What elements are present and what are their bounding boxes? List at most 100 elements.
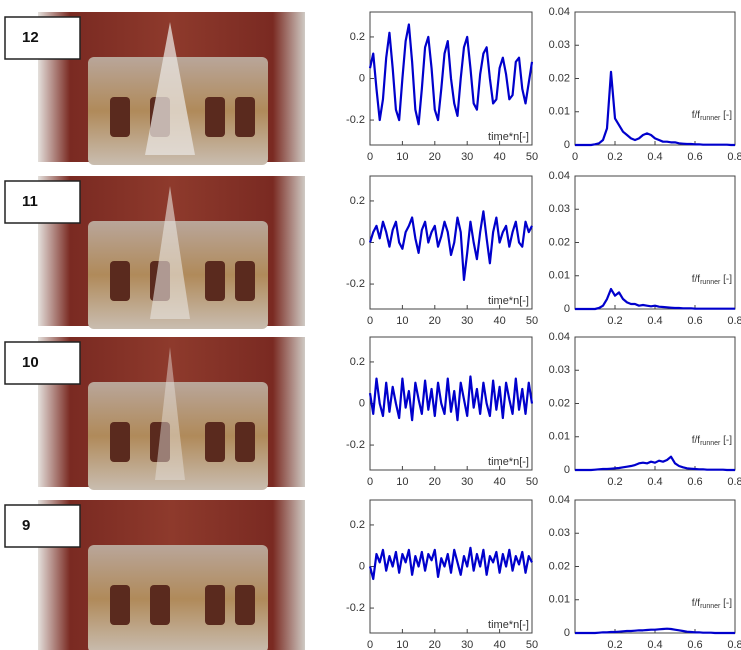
x-tick-label: 30 [461, 315, 473, 327]
x-tick-label: 0.6 [687, 151, 702, 163]
photo-detail [235, 97, 255, 137]
x-tick-label: 0.2 [607, 476, 622, 488]
photo-detail [235, 422, 255, 462]
photo-detail [150, 422, 170, 462]
x-tick-label: 50 [526, 151, 538, 163]
y-tick-label: 0.01 [549, 594, 570, 606]
x-axis-label: time*n[-] [488, 131, 529, 143]
x-axis-label: f/frunner [-] [692, 435, 732, 447]
x-axis-label-main: f/f [692, 274, 701, 285]
x-axis-label-main: f/f [692, 110, 701, 121]
data-line [575, 70, 735, 147]
x-axis-label: time*n[-] [488, 619, 529, 631]
x-tick-label: 0.4 [647, 315, 662, 327]
x-axis-label-sub: runner [700, 440, 721, 447]
x-axis-label-sub: runner [700, 603, 721, 610]
axes-box [574, 11, 736, 146]
y-tick-label: 0.04 [549, 170, 570, 182]
x-axis-label-tail: [-] [720, 598, 732, 609]
x-axis-label: f/frunner [-] [692, 598, 732, 610]
x-tick-label: 0.8 [727, 151, 741, 163]
photo-label: 11 [22, 193, 38, 210]
x-tick-label: 20 [429, 151, 441, 163]
y-tick-label: 0.01 [549, 106, 570, 118]
y-tick-label: 0.03 [549, 203, 570, 215]
y-tick-label: 0.01 [549, 270, 570, 282]
x-tick-label: 0.2 [607, 151, 622, 163]
photo-detail [235, 585, 255, 625]
x-tick-label: 10 [396, 476, 408, 488]
x-tick-label: 0 [367, 476, 373, 488]
y-tick-label: 0.04 [549, 331, 570, 343]
x-tick-label: 10 [396, 639, 408, 650]
x-axis-label: time*n[-] [488, 295, 529, 307]
x-axis-label: time*n[-] [488, 456, 529, 468]
photo-label-box [4, 180, 81, 224]
x-tick-label: 0 [572, 151, 578, 163]
y-tick-label: 0.02 [549, 236, 570, 248]
data-line [575, 627, 735, 635]
x-tick-label: 0.8 [727, 476, 741, 488]
photo-detail [205, 422, 225, 462]
x-tick-label: 0.4 [647, 639, 662, 650]
x-axis-label-main: f/f [692, 598, 701, 609]
photo-detail [150, 585, 170, 625]
axes-box [574, 499, 736, 634]
x-axis-label-sub: runner [700, 115, 721, 122]
x-tick-label: 0.6 [687, 639, 702, 650]
x-tick-label: 0.2 [607, 315, 622, 327]
y-tick-label: 0.04 [549, 6, 570, 18]
y-tick-label: 0.02 [549, 397, 570, 409]
y-tick-label: 0 [359, 236, 365, 248]
y-tick-label: 0.02 [549, 72, 570, 84]
x-tick-label: 40 [493, 476, 505, 488]
x-tick-label: 20 [429, 315, 441, 327]
x-axis-label-main: f/f [692, 435, 701, 446]
y-tick-label: -0.2 [346, 602, 365, 614]
photo [38, 500, 305, 650]
photo-label: 9 [22, 517, 30, 534]
y-tick-label: 0.2 [350, 31, 365, 43]
x-tick-label: 0 [367, 315, 373, 327]
axes-box [369, 175, 533, 310]
photo-detail [110, 97, 130, 137]
data-line [575, 455, 735, 472]
photo [38, 12, 305, 165]
photo-detail [110, 422, 130, 462]
y-tick-label: 0 [359, 72, 365, 84]
y-tick-label: -0.2 [346, 278, 365, 290]
x-axis-label-tail: [-] [720, 274, 732, 285]
y-tick-label: 0 [564, 627, 570, 639]
x-tick-label: 50 [526, 476, 538, 488]
x-tick-label: 30 [461, 639, 473, 650]
x-tick-label: 0.4 [647, 476, 662, 488]
x-tick-label: 0.4 [647, 151, 662, 163]
photo-detail [205, 585, 225, 625]
x-tick-label: 50 [526, 639, 538, 650]
data-line [368, 210, 533, 282]
y-tick-label: -0.2 [346, 114, 365, 126]
photo [38, 337, 305, 490]
y-tick-label: 0.01 [549, 431, 570, 443]
x-tick-label: 0.6 [687, 315, 702, 327]
x-tick-label: 0.2 [607, 639, 622, 650]
photo-detail [205, 261, 225, 301]
x-tick-label: 50 [526, 315, 538, 327]
photo-label-box [4, 16, 81, 60]
data-line [575, 287, 735, 311]
x-tick-label: 40 [493, 151, 505, 163]
y-tick-label: 0.2 [350, 195, 365, 207]
x-axis-label-tail: [-] [720, 435, 732, 446]
y-tick-label: 0 [564, 303, 570, 315]
y-tick-label: 0 [359, 560, 365, 572]
x-tick-label: 30 [461, 476, 473, 488]
x-tick-label: 0.8 [727, 315, 741, 327]
photo-label: 12 [22, 29, 39, 46]
y-tick-label: -0.2 [346, 439, 365, 451]
y-tick-label: 0.02 [549, 560, 570, 572]
y-tick-label: 0 [564, 139, 570, 151]
y-tick-label: 0 [564, 464, 570, 476]
x-tick-label: 30 [461, 151, 473, 163]
x-axis-label-tail: [-] [720, 110, 732, 121]
